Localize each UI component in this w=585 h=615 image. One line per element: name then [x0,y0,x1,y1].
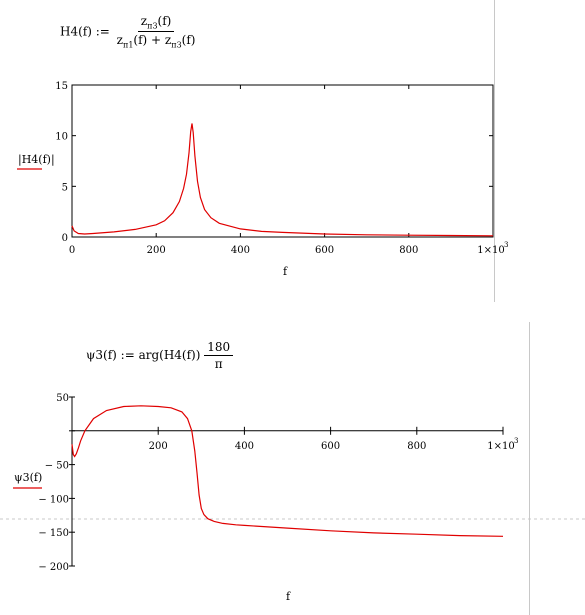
y-axis-label: |H4(f)| [18,153,55,167]
formula-psi3[interactable]: ψ3(f) := arg(H4(f)) 180 π [86,340,234,371]
y-tick-label: 50 [56,393,69,404]
y-tick-label: − 100 [38,494,69,505]
x-axis-label: f [286,590,291,603]
x-tick-exponent: 3 [514,437,518,445]
x-tick-label: 0 [69,245,75,256]
y-tick-label: − 50 [45,461,69,472]
y-tick-label: − 200 [38,562,69,573]
x-tick-label: 200 [149,441,168,452]
x-tick-exponent: 3 [504,241,508,249]
x-tick-label: 600 [315,245,334,256]
x-tick-label: 800 [407,441,426,452]
phase-trace [71,405,504,537]
formula-psi3-lhs: ψ3(f) := arg(H4(f)) [86,348,201,362]
x-tick-label: 1×10 [477,245,504,256]
x-tick-label: 400 [231,245,250,256]
formula-psi3-numerator: 180 [204,340,234,356]
x-tick-label: 1×10 [487,441,514,452]
vertical-divider-bottom [529,322,530,615]
formula-h4[interactable]: H4(f) := zп3(f) zп1(f) + zп3(f) [60,14,198,50]
y-tick-label: 10 [55,132,68,143]
formula-psi3-fraction: 180 π [204,340,234,371]
y-tick-label: 15 [55,81,68,92]
x-tick-label: 600 [321,441,340,452]
x-axis-label: f [283,265,288,278]
formula-h4-numerator: zп3(f) [137,14,175,33]
x-tick-label: 200 [147,245,166,256]
magnitude-plot[interactable]: 0 200 400 600 800 1×10 3 0 5 10 15 |H4(f)| f [0,0,585,300]
formula-h4-lhs: H4(f) := [60,24,110,39]
phase-plot[interactable]: 200 400 600 800 1×10 3 50 − 50 − 100 − 150 − 200 ψ3… [0,300,585,615]
y-tick-label: 0 [62,233,68,244]
formula-h4-fraction: zп3(f) zп1(f) + zп3(f) [114,14,199,50]
y-tick-label: 5 [62,182,68,193]
x-tick-label: 400 [235,441,254,452]
magnitude-trace [71,123,494,237]
formula-h4-denominator: zп1(f) + zп3(f) [116,33,196,50]
vertical-divider-top [494,0,495,302]
formula-psi3-denominator: π [214,357,223,371]
y-tick-label: − 150 [38,528,69,539]
plot-frame [71,84,494,238]
y-axis-label: ψ3(f) [14,471,42,484]
x-tick-label: 800 [399,245,418,256]
